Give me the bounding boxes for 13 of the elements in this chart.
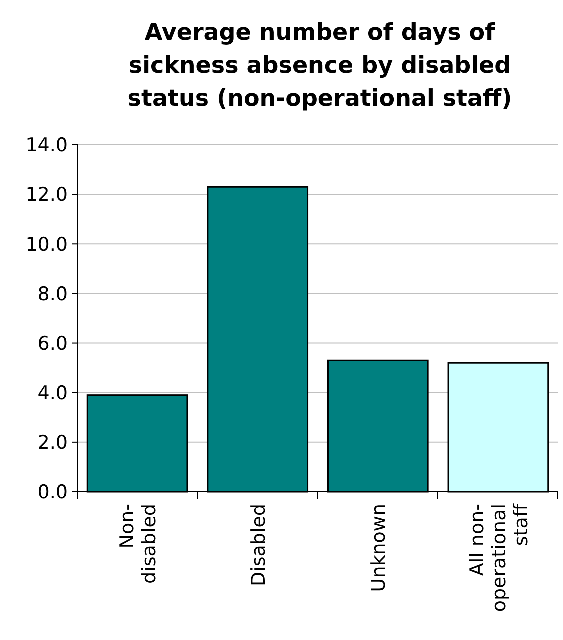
x-tick-label: Non-disabled: [116, 504, 161, 584]
x-tick-label: All non-operational staff: [466, 503, 532, 612]
y-tick-label: 12.0: [26, 184, 68, 206]
y-tick-label: 4.0: [38, 382, 68, 405]
y-tick-label: 14.0: [26, 134, 68, 157]
y-tick-label: 10.0: [26, 234, 68, 256]
y-tick-label: 6.0: [38, 332, 68, 355]
x-tick-label: Disabled: [248, 504, 270, 587]
x-tick-label: Unknown: [368, 504, 390, 592]
chart-title: Average number of days of sickness absence by disabled status (non-operational staff): [128, 20, 512, 112]
y-tick-label: 0.0: [38, 482, 68, 504]
y-tick-label: 8.0: [38, 283, 68, 306]
y-tick-label: 2.0: [38, 432, 68, 454]
